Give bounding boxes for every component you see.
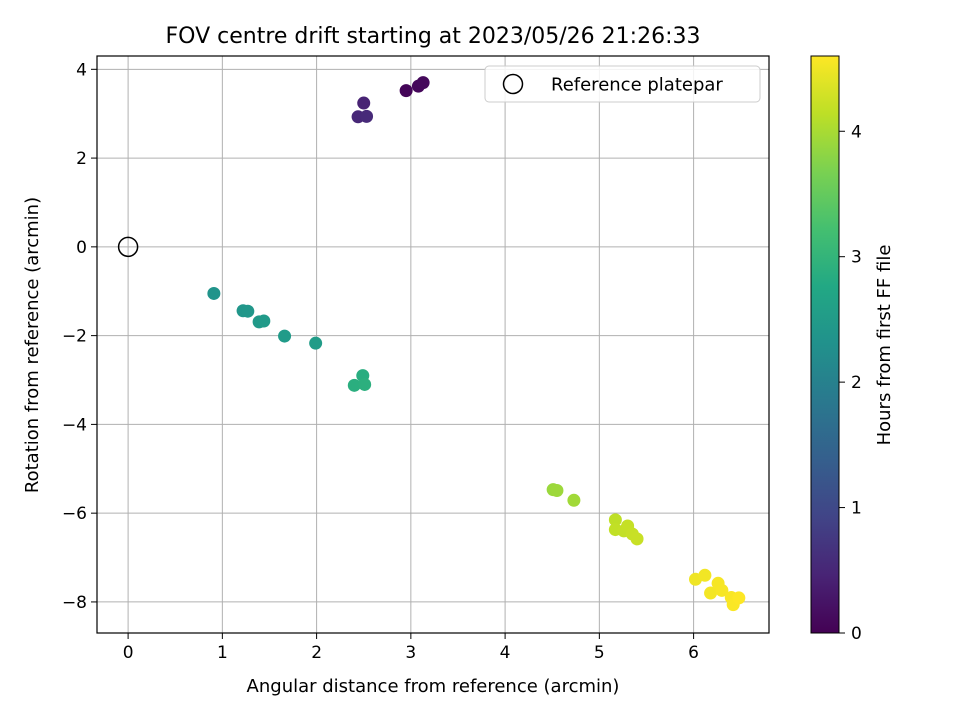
- x-axis-label: Angular distance from reference (arcmin): [247, 676, 620, 697]
- data-point: [698, 568, 712, 582]
- data-point: [357, 96, 371, 110]
- y-tick-label: −2: [62, 327, 87, 347]
- colorbar-label: Hours from first FF file: [874, 245, 895, 446]
- data-point: [416, 76, 430, 90]
- data-point: [278, 329, 292, 343]
- data-point: [715, 583, 729, 597]
- plot-frame: [96, 55, 770, 634]
- y-tick-label: 0: [76, 238, 87, 258]
- colorbar-tick-label: 4: [851, 122, 862, 142]
- legend: Reference platepar: [484, 65, 761, 103]
- legend-marker-icon: [502, 73, 524, 95]
- colorbar-tick-label: 3: [851, 248, 862, 268]
- y-tick-label: −8: [62, 593, 87, 613]
- data-point: [257, 314, 271, 328]
- colorbar: 0 1 2 3 4 Hours from first FF file: [810, 55, 895, 644]
- y-axis-label: Rotation from reference (arcmin): [22, 197, 43, 493]
- data-point: [358, 377, 372, 391]
- colorbar-tick-label: 2: [851, 373, 862, 393]
- data-point: [241, 304, 255, 318]
- legend-box: [484, 65, 761, 103]
- x-tick-label: 1: [217, 643, 228, 663]
- y-tick-label: −4: [62, 415, 87, 435]
- data-point: [567, 493, 581, 507]
- x-tick-label: 4: [500, 643, 511, 663]
- y-tick-label: −6: [62, 504, 87, 524]
- data-point: [360, 109, 374, 123]
- data-point: [608, 513, 622, 527]
- data-point: [704, 586, 718, 600]
- grid-lines: [97, 56, 769, 633]
- reference-platepar-marker: [117, 236, 139, 258]
- y-tick-label: 2: [76, 149, 87, 169]
- data-point: [347, 378, 361, 392]
- x-axis-ticks: 0 1 2 3 4 5 6: [123, 633, 699, 663]
- x-tick-label: 6: [688, 643, 699, 663]
- data-point: [732, 591, 746, 605]
- data-points: [207, 76, 746, 612]
- data-point: [399, 84, 413, 98]
- x-tick-label: 0: [123, 643, 134, 663]
- data-point: [309, 336, 323, 350]
- legend-label-reference: Reference platepar: [551, 75, 723, 96]
- x-tick-label: 5: [594, 643, 605, 663]
- y-tick-label: 4: [76, 60, 87, 80]
- colorbar-tick-label: 0: [851, 624, 862, 644]
- chart-title: FOV centre drift starting at 2023/05/26 …: [166, 24, 701, 49]
- reference-marker-layer: [117, 236, 139, 258]
- x-tick-label: 2: [311, 643, 322, 663]
- colorbar-ticks: 0 1 2 3 4: [839, 122, 862, 644]
- colorbar-gradient: [810, 55, 840, 634]
- colorbar-tick-label: 1: [851, 499, 862, 519]
- data-point: [550, 484, 564, 498]
- data-point: [207, 286, 221, 300]
- y-axis-ticks: 4 2 0 −2 −4 −6 −8: [62, 60, 97, 613]
- x-tick-label: 3: [405, 643, 416, 663]
- data-point: [630, 532, 644, 546]
